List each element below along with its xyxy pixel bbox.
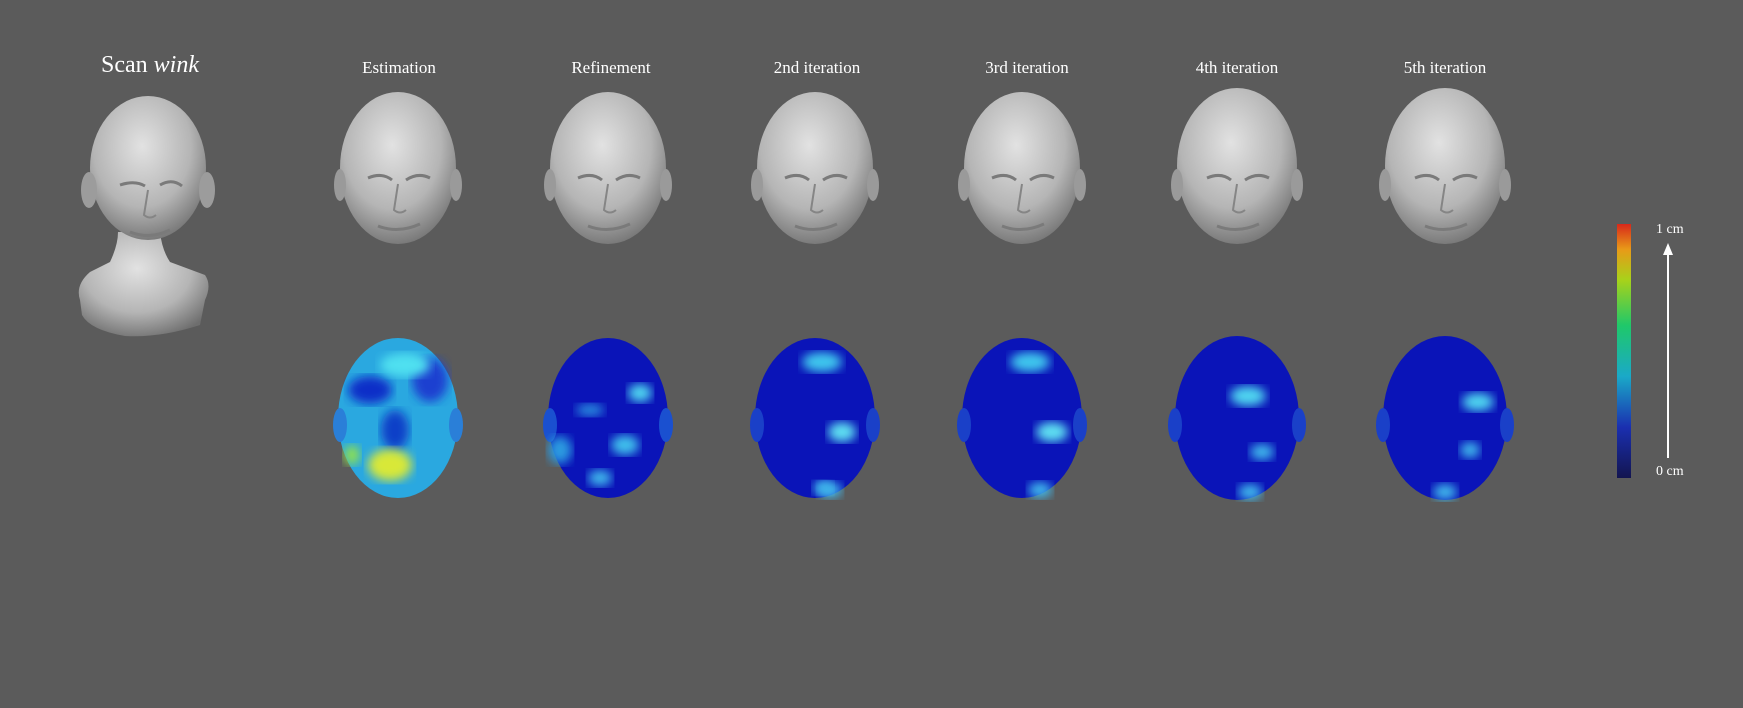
column-label-refinement: Refinement <box>571 58 651 77</box>
mesh-iteration-5 <box>1379 88 1511 244</box>
column-label-iteration-2: 2nd iteration <box>773 58 861 77</box>
column-label-iteration-3: 3rd iteration <box>985 58 1069 77</box>
scan-head-mesh <box>78 96 215 337</box>
scan-title-name: wink <box>153 52 199 78</box>
scan-title-prefix: Scan <box>101 52 148 78</box>
column-label-iteration-5: 5th iteration <box>1403 58 1487 77</box>
mesh-iteration-2 <box>751 92 879 244</box>
mesh-iteration-3 <box>958 92 1086 244</box>
heatmap-iteration-5 <box>1376 336 1514 500</box>
heatmap-iteration-4 <box>1168 336 1306 500</box>
heatmap-iteration-3 <box>957 338 1087 498</box>
heatmap-iteration-2 <box>750 338 880 498</box>
column-label-iteration-4: 4th iteration <box>1195 58 1279 77</box>
heatmap-refinement <box>543 338 673 498</box>
colorbar <box>1617 224 1631 478</box>
mesh-iteration-4 <box>1171 88 1303 244</box>
mesh-estimation <box>334 92 462 244</box>
scan-title: Scan wink <box>60 52 240 79</box>
mesh-refinement <box>544 92 672 244</box>
heatmap-estimation <box>333 338 463 498</box>
colorbar-min-label: 0 cm <box>1656 464 1684 479</box>
column-label-estimation: Estimation <box>362 58 436 77</box>
colorbar-max-label: 1 cm <box>1656 222 1684 237</box>
colorbar-arrow-head <box>1663 243 1673 255</box>
